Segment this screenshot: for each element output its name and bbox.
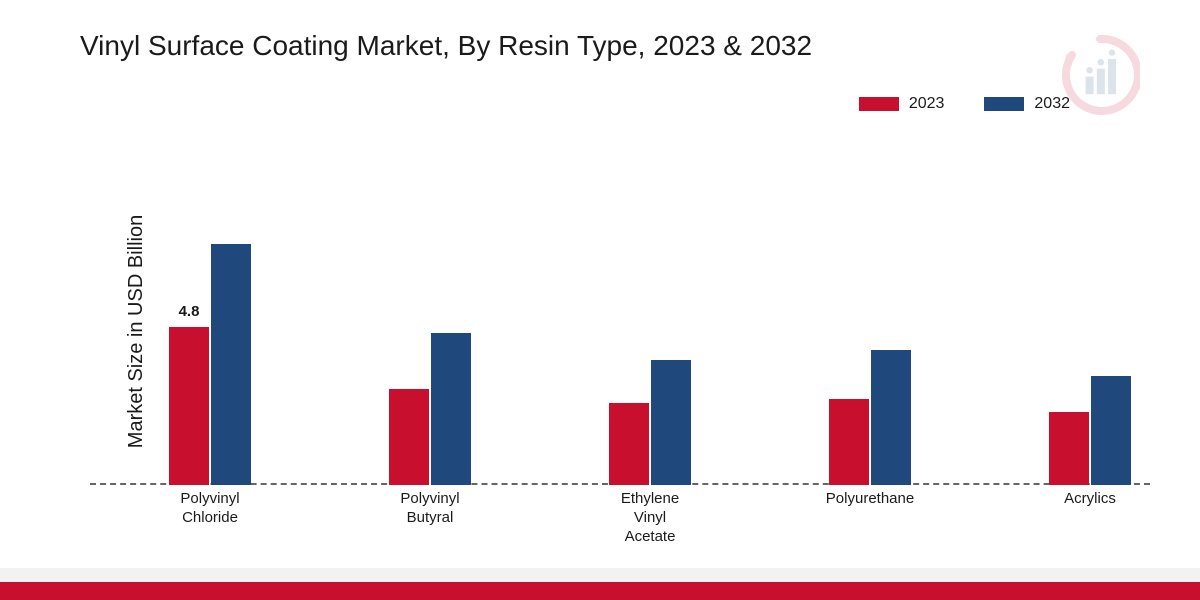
x-axis-category-label: EthyleneVinylAcetate [621,490,679,546]
bar-group [1049,376,1131,485]
legend-label-2023: 2023 [909,95,945,113]
legend-item-2023: 2023 [859,95,945,113]
bar-group [609,360,691,485]
bar-2032 [1091,376,1131,485]
x-axis-category-label: PolyvinylChloride [180,490,239,528]
legend-item-2032: 2032 [984,95,1070,113]
footer-bar [0,582,1200,600]
bar-group [829,350,911,485]
bar-2023 [1049,412,1089,485]
bar-2032 [871,350,911,485]
bar-2032 [211,244,251,485]
bar-2023 [389,389,429,485]
bar-2032 [651,360,691,485]
bar-2023 [609,403,649,486]
bar-2023 [829,399,869,485]
bar-group [389,333,471,485]
watermark-logo [1060,35,1140,115]
legend-swatch-2032 [984,97,1024,111]
x-axis-category-label: PolyvinylButyral [400,490,459,528]
chart-title: Vinyl Surface Coating Market, By Resin T… [80,30,812,62]
legend: 2023 2032 [859,95,1070,113]
bar-value-label: 4.8 [179,303,200,320]
legend-swatch-2023 [859,97,899,111]
x-axis-category-label: Acrylics [1064,490,1116,509]
x-axis-category-label: Polyurethane [826,490,914,509]
bar-2032 [431,333,471,485]
legend-label-2032: 2032 [1034,95,1070,113]
bar-2023: 4.8 [169,327,209,485]
chart-plot-area: 4.8 [90,155,1150,485]
bar-group: 4.8 [169,244,251,485]
footer-spacer [0,568,1200,582]
